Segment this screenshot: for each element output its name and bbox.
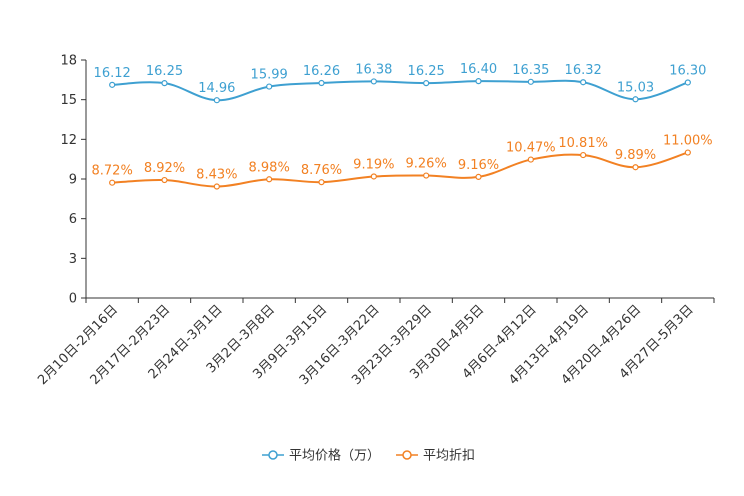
series-layer: 16.12 16.25 14.96 15.99 16.26 16.38 16.25 16.40…	[92, 62, 713, 190]
data-label: 16.25	[408, 64, 445, 79]
data-label: 9.89%	[615, 148, 656, 163]
data-label: 10.47%	[506, 141, 556, 156]
data-label: 8.72%	[92, 164, 133, 179]
data-point[interactable]	[632, 96, 639, 103]
data-point[interactable]	[161, 176, 168, 184]
y-tick-label: 12	[60, 133, 77, 148]
data-point[interactable]	[475, 78, 482, 85]
legend-label: 平均折扣	[423, 449, 475, 464]
data-point[interactable]	[475, 173, 482, 180]
series-0: 16.12 16.25 14.96 15.99 16.26 16.38 16.25 16.40…	[94, 62, 706, 104]
data-point[interactable]	[318, 79, 325, 87]
data-point[interactable]	[109, 179, 116, 186]
data-label: 16.12	[94, 66, 131, 81]
data-point[interactable]	[370, 78, 377, 85]
data-point[interactable]	[266, 83, 273, 90]
data-point[interactable]	[684, 149, 691, 156]
series-1: 8.72% 8.92% 8.43% 8.98% 8.76% 9.19% 9.26% 9.16%…	[92, 134, 713, 190]
data-point[interactable]	[318, 179, 325, 186]
data-label: 16.38	[355, 62, 392, 77]
data-point[interactable]	[580, 151, 587, 159]
series-line	[112, 79, 689, 102]
data-label: 16.26	[303, 64, 340, 79]
data-point[interactable]	[580, 79, 587, 86]
data-label: 16.32	[565, 63, 602, 78]
data-point[interactable]	[527, 78, 534, 85]
x-axis: 2月10日-2月16日2月17日-2月23日2月24日-3月1日3月2日-3月8…	[35, 297, 715, 388]
data-point[interactable]	[370, 173, 377, 180]
legend-marker-icon	[268, 450, 278, 460]
legend: 平均价格（万） 平均折扣	[262, 448, 475, 464]
data-point[interactable]	[684, 79, 691, 86]
data-point[interactable]	[632, 164, 639, 171]
data-point[interactable]	[423, 172, 430, 179]
data-label: 16.40	[460, 62, 497, 77]
data-label: 16.35	[512, 63, 549, 78]
data-point[interactable]	[423, 80, 430, 87]
data-label: 15.03	[617, 80, 654, 95]
data-label: 9.19%	[353, 157, 394, 172]
data-label: 16.25	[146, 64, 183, 79]
legend-item-1[interactable]: 平均折扣	[396, 449, 475, 464]
data-label: 9.26%	[406, 157, 447, 172]
legend-marker-icon	[402, 450, 412, 460]
y-tick-label: 18	[60, 54, 77, 69]
data-label: 15.99	[251, 68, 288, 83]
data-point[interactable]	[109, 81, 116, 88]
data-point[interactable]	[161, 80, 168, 87]
y-tick-label: 15	[60, 93, 77, 108]
data-label: 9.16%	[458, 158, 499, 173]
data-label: 8.98%	[249, 160, 290, 175]
legend-label: 平均价格（万）	[289, 448, 380, 464]
data-point[interactable]	[213, 183, 220, 190]
data-label: 16.30	[669, 63, 706, 78]
y-tick-label: 3	[69, 252, 77, 267]
data-point[interactable]	[527, 156, 534, 163]
data-label: 10.81%	[558, 136, 608, 151]
y-tick-label: 6	[69, 212, 77, 227]
data-label: 8.76%	[301, 163, 342, 178]
data-label: 11.00%	[663, 134, 713, 149]
data-point[interactable]	[266, 176, 273, 183]
y-axis: 0 3 6 9 12 15 18	[60, 54, 87, 307]
series-line	[112, 151, 689, 188]
data-point[interactable]	[213, 97, 220, 104]
data-label: 14.96	[198, 81, 235, 96]
data-label: 8.43%	[196, 168, 237, 183]
y-tick-label: 9	[69, 173, 77, 188]
data-label: 8.92%	[144, 161, 185, 176]
legend-item-0[interactable]: 平均价格（万）	[262, 448, 380, 464]
y-tick-label: 0	[69, 292, 77, 307]
